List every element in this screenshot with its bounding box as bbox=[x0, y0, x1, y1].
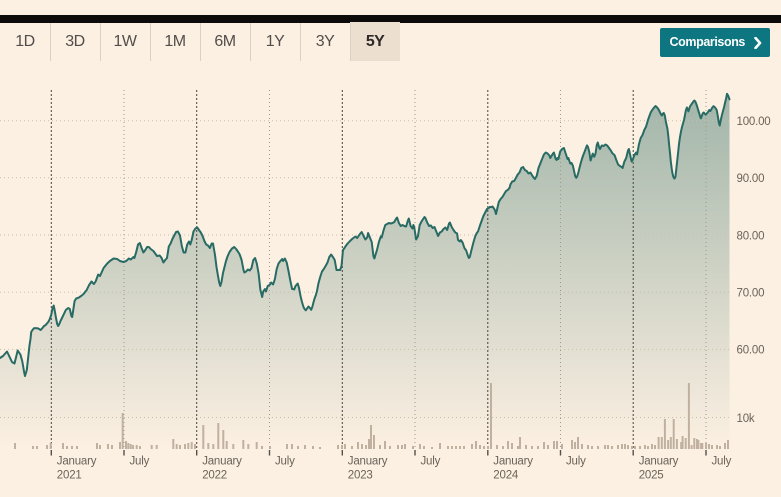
svg-text:10k: 10k bbox=[737, 413, 755, 425]
svg-text:January: January bbox=[493, 456, 533, 468]
svg-text:July: July bbox=[421, 456, 441, 468]
svg-text:July: July bbox=[712, 456, 732, 468]
svg-text:2025: 2025 bbox=[639, 470, 664, 482]
svg-text:2022: 2022 bbox=[202, 470, 227, 482]
svg-text:2021: 2021 bbox=[57, 470, 82, 482]
svg-text:2024: 2024 bbox=[493, 470, 519, 482]
svg-text:July: July bbox=[275, 456, 295, 468]
svg-text:90.00: 90.00 bbox=[737, 173, 765, 185]
svg-text:January: January bbox=[202, 456, 242, 468]
svg-text:July: July bbox=[130, 456, 150, 468]
svg-text:July: July bbox=[566, 456, 586, 468]
svg-text:2023: 2023 bbox=[348, 470, 373, 482]
svg-text:80.00: 80.00 bbox=[737, 230, 765, 242]
svg-text:60.00: 60.00 bbox=[737, 345, 765, 357]
svg-text:January: January bbox=[348, 456, 388, 468]
svg-text:January: January bbox=[639, 456, 679, 468]
svg-text:70.00: 70.00 bbox=[737, 288, 765, 300]
svg-text:January: January bbox=[57, 456, 97, 468]
svg-text:100.00: 100.00 bbox=[737, 116, 771, 128]
